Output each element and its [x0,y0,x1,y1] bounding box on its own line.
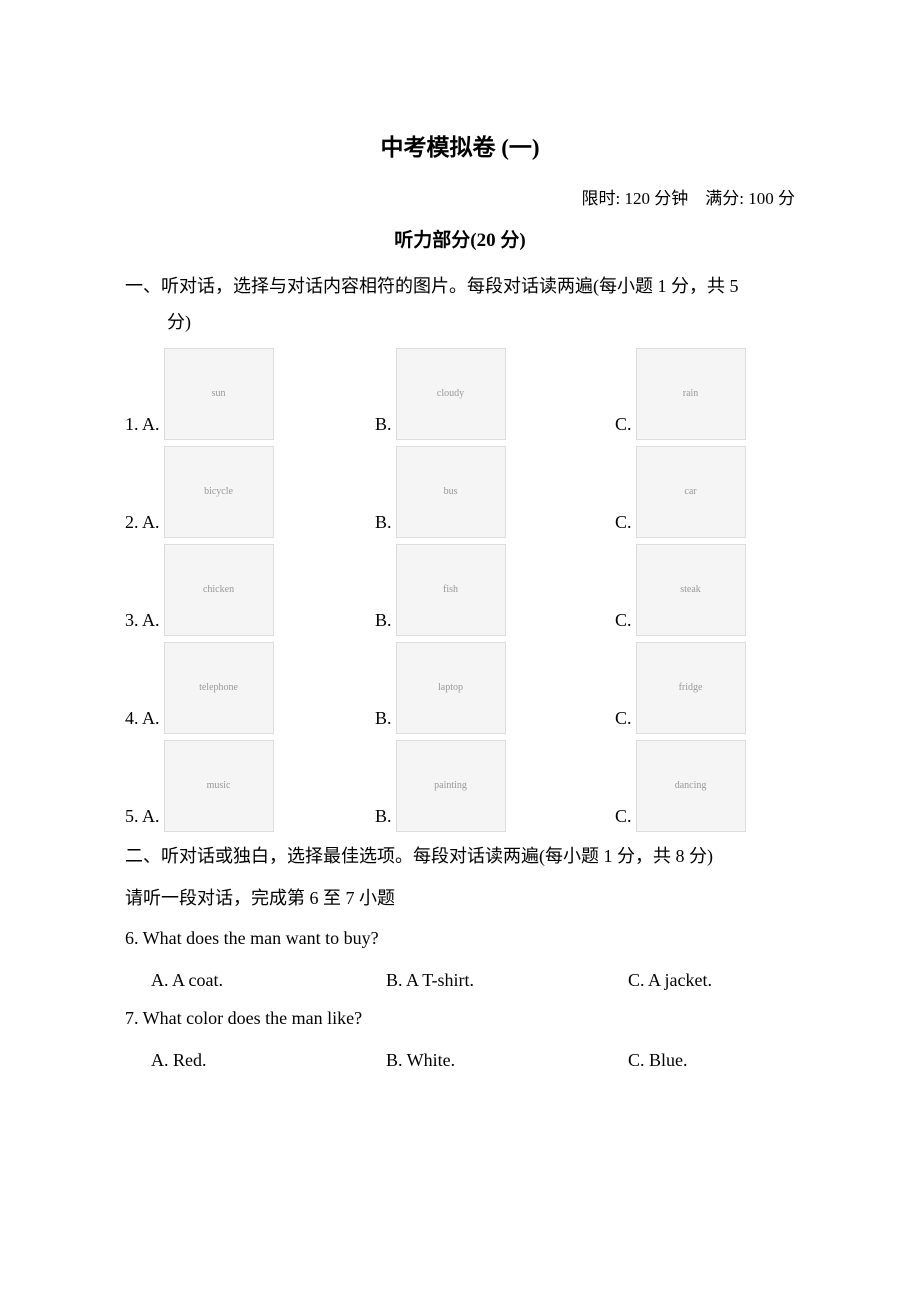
rain-icon: rain [636,348,746,440]
option-cell: C. steak [615,544,795,636]
option-label: 5. A. [125,802,160,833]
option-b: B. White. [386,1042,628,1078]
bicycle-icon: bicycle [164,446,274,538]
option-label: C. [615,410,632,441]
exam-title: 中考模拟卷 (一) [125,130,795,167]
option-cell: B. fish [375,544,615,636]
question-6: 6. What does the man want to buy? [125,920,795,958]
option-cell: C. dancing [615,740,795,832]
exam-meta: 限时: 120 分钟 满分: 100 分 [125,185,795,212]
car-icon: car [636,446,746,538]
picture-question-row: 2. A. bicycle B. bus C. car [125,446,795,538]
option-cell: C. car [615,446,795,538]
option-label: C. [615,606,632,637]
option-label: B. [375,508,392,539]
option-c: C. Blue. [628,1042,795,1078]
option-cell: 4. A. telephone [125,642,375,734]
picture-question-row: 3. A. chicken B. fish C. steak [125,544,795,636]
option-c: C. A jacket. [628,962,795,998]
option-label: C. [615,508,632,539]
option-b: B. A T-shirt. [386,962,628,998]
dancing-icon: dancing [636,740,746,832]
section-title: 听力部分(20 分) [125,226,795,256]
instruction-part1: 一、听对话，选择与对话内容相符的图片。每段对话读两遍(每小题 1 分，共 5 分… [125,268,795,340]
instruction-part2: 二、听对话或独白，选择最佳选项。每段对话读两遍(每小题 1 分，共 8 分) [125,838,795,874]
fridge-icon: fridge [636,642,746,734]
bus-icon: bus [396,446,506,538]
question-7-options: A. Red. B. White. C. Blue. [125,1042,795,1078]
chicken-icon: chicken [164,544,274,636]
option-label: B. [375,704,392,735]
option-label: 4. A. [125,704,160,735]
option-cell: B. bus [375,446,615,538]
option-cell: 3. A. chicken [125,544,375,636]
option-label: 3. A. [125,606,160,637]
telephone-icon: telephone [164,642,274,734]
steak-icon: steak [636,544,746,636]
option-label: B. [375,802,392,833]
question-7: 7. What color does the man like? [125,1000,795,1038]
cloudy-icon: cloudy [396,348,506,440]
music-icon: music [164,740,274,832]
option-cell: C. rain [615,348,795,440]
sun-icon: sun [164,348,274,440]
option-a: A. A coat. [151,962,386,998]
option-a: A. Red. [151,1042,386,1078]
option-cell: 2. A. bicycle [125,446,375,538]
option-label: 2. A. [125,508,160,539]
fish-icon: fish [396,544,506,636]
sub-instruction: 请听一段对话，完成第 6 至 7 小题 [125,880,795,916]
question-6-options: A. A coat. B. A T-shirt. C. A jacket. [125,962,795,998]
instruction1-line2: 分) [125,304,795,340]
option-label: B. [375,410,392,441]
option-label: C. [615,802,632,833]
option-cell: B. cloudy [375,348,615,440]
picture-question-row: 1. A. sun B. cloudy C. rain [125,348,795,440]
option-cell: B. laptop [375,642,615,734]
painting-icon: painting [396,740,506,832]
option-cell: 5. A. music [125,740,375,832]
option-label: 1. A. [125,410,160,441]
option-cell: 1. A. sun [125,348,375,440]
laptop-icon: laptop [396,642,506,734]
option-cell: C. fridge [615,642,795,734]
option-label: C. [615,704,632,735]
option-cell: B. painting [375,740,615,832]
option-label: B. [375,606,392,637]
instruction1-line1: 一、听对话，选择与对话内容相符的图片。每段对话读两遍(每小题 1 分，共 5 [125,268,795,304]
picture-question-row: 4. A. telephone B. laptop C. fridge [125,642,795,734]
picture-question-row: 5. A. music B. painting C. dancing [125,740,795,832]
